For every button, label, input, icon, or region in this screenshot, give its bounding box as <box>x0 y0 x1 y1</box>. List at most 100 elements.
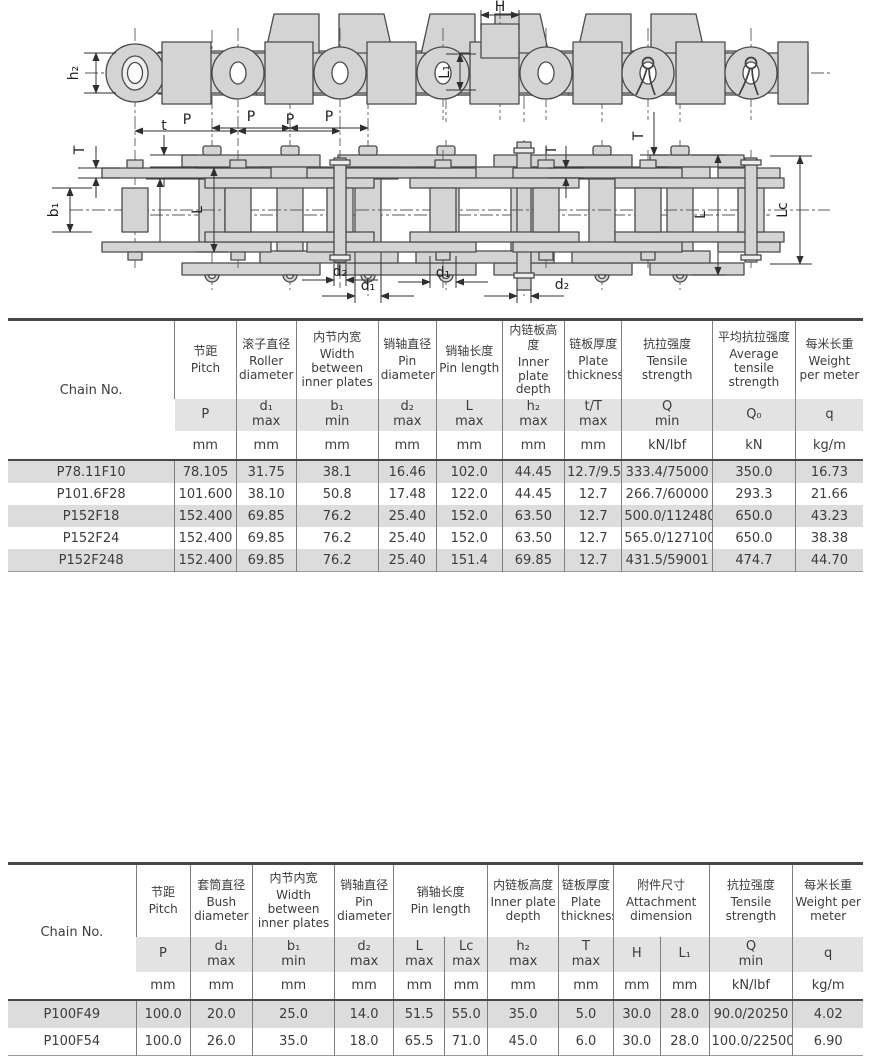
col-qualifier: max <box>519 414 548 429</box>
spec-value-cell: 43.23 <box>794 505 863 527</box>
spec-value-cell: 100.0/22500 <box>708 1028 793 1056</box>
spec-value-cell: 293.3 <box>711 483 796 505</box>
spec-value-cell: 17.48 <box>377 483 437 505</box>
dim-label-t: t <box>161 118 167 134</box>
spec-value-cell: 25.40 <box>377 527 437 549</box>
spec-value-cell: 76.2 <box>295 505 379 527</box>
dim-label-Lc: Lc <box>775 202 791 218</box>
spec-value-cell: 100.0 <box>135 1000 191 1028</box>
col-label-en: Bush diameter <box>194 895 249 923</box>
spec-value-cell: 76.2 <box>295 527 379 549</box>
col-label-en: Pin length <box>410 902 471 917</box>
col-symbol: h₂ <box>526 399 541 415</box>
col-symbol: Q <box>662 399 673 415</box>
spec-value-cell: 650.0 <box>711 505 796 527</box>
col-label-en: Pitch <box>148 902 178 917</box>
spec-value-cell: 28.0 <box>659 1028 710 1056</box>
chain-number-cell: P100F54 <box>43 1034 101 1049</box>
spec-value-cell: 78.105 <box>174 460 237 483</box>
unit-cell: kN/lbf <box>708 972 793 1000</box>
pin-holes <box>121 55 760 91</box>
col-qualifier: max <box>455 414 484 429</box>
spec-value-cell: 350.0 <box>711 460 796 483</box>
spec-value-cell: 65.5 <box>393 1028 445 1056</box>
spec-value-cell: 35.0 <box>487 1000 559 1028</box>
table1-col-roller-diameter: 滚子直径 Roller diameter <box>235 319 297 399</box>
dim-L1: L₁ <box>437 53 476 91</box>
chain-number-cell: P152F24 <box>62 530 120 546</box>
spec-value-cell: 71.0 <box>444 1028 488 1056</box>
col-label-cn: 节距 <box>193 344 218 359</box>
unit-cell: mm <box>252 972 335 1000</box>
col-label-cn: 内链板高度 <box>493 878 554 893</box>
spec-value-cell: 38.1 <box>295 460 379 483</box>
table1-col-pitch: 节距 Pitch <box>174 319 237 399</box>
table1-name-row: Chain No. 节距 Pitch 滚子直径 Roller diameter 内节… <box>8 319 863 460</box>
spec-value-cell: 152.0 <box>435 505 503 527</box>
spec-value-cell: 50.8 <box>295 483 379 505</box>
spec-value-cell: 30.0 <box>612 1000 661 1028</box>
spec-value-cell: 16.73 <box>794 460 863 483</box>
dim-label-d2: d₂ <box>333 264 348 280</box>
table2-col-plate-thickness: 链板厚度 Plate thickness <box>558 863 614 937</box>
col-qualifier: min <box>281 953 306 969</box>
table1-chain-no-header: Chain No. <box>8 319 175 460</box>
table2-col-pitch: 节距 Pitch <box>135 863 191 937</box>
table2-col-pin-diameter: 销轴直径 Pin diameter <box>334 863 394 937</box>
col-symbol: b₁ <box>330 399 344 415</box>
connecting-pins <box>329 157 762 263</box>
table1-col-pin-length: 销轴长度 Pin length <box>435 319 503 399</box>
col-label-en: Pin length <box>439 361 500 376</box>
cotter-clips <box>204 274 688 283</box>
col-label-cn: 销轴直径 <box>383 337 432 352</box>
pin-heads <box>202 145 690 156</box>
col-label-en: Plate thickness <box>567 354 622 382</box>
spec-value-cell: 102.0 <box>435 460 503 483</box>
table-row: P152F18 152.400 69.85 76.2 25.40 152.0 63.50 12… <box>8 505 863 527</box>
col-symbol: d₁ <box>214 938 229 954</box>
col-label-en: Weight per meter <box>795 895 861 923</box>
table2-unit-row: mm mm mm mm mm mm mm mm mm mm kN/lbf kg/… <box>8 972 863 1000</box>
col-symbol: L <box>465 399 473 415</box>
table1-col-plate-thickness: 链板厚度 Plate thickness <box>564 319 622 399</box>
chain-number-cell: P78.11F10 <box>56 464 126 480</box>
col-label-en: Width between inner plates <box>301 347 373 389</box>
dim-d1: d₁ <box>322 251 414 303</box>
col-symbol: q <box>824 946 833 962</box>
table2-name-row: Chain No. 节距 Pitch 套筒直径 Bush diameter 内节内宽… <box>8 863 863 1000</box>
inner-plates <box>204 177 785 243</box>
col-label-cn: 销轴长度 <box>416 885 465 900</box>
spec-value-cell: 44.45 <box>501 460 565 483</box>
col-qualifier: min <box>654 414 680 429</box>
drawing-attachment-chain-with-tab: h₂ P P H L₁ <box>46 0 832 288</box>
unit-cell: kN <box>711 431 796 460</box>
col-label-en: Tensile strength <box>641 354 693 382</box>
table1-col-inner-plate-depth: 内链板高度 Inner plate depth <box>501 319 565 399</box>
spec-value-cell: 28.0 <box>659 1000 710 1028</box>
table1-col-inner-width: 内节内宽 Width between inner plates <box>295 319 379 399</box>
table2-col-pin-length: 销轴长度 Pin length <box>393 863 488 937</box>
symbol-cell: q <box>794 399 863 431</box>
dim-label-L: L <box>190 206 206 214</box>
symbol-cell: q <box>792 937 863 972</box>
col-qualifier: max <box>571 953 601 969</box>
chain-number-cell: P100F49 <box>43 1007 101 1022</box>
spec-value-cell: 333.4/75000 <box>621 460 713 483</box>
table1-header: Chain No. 节距 Pitch 滚子直径 Roller diameter 内节… <box>8 319 863 460</box>
table2-col-inner-plate-depth: 内链板高度 Inner plate depth <box>487 863 559 937</box>
spec-value-cell: 25.40 <box>377 549 437 572</box>
col-label-en: Width between inner plates <box>257 888 330 930</box>
col-label-en: Plate thickness <box>561 895 614 923</box>
dim-label-T: T <box>72 145 88 155</box>
dim-h2: h₂ <box>66 52 116 94</box>
unit-cell: mm <box>501 431 565 460</box>
spec-value-cell: 152.400 <box>174 549 237 572</box>
spec-value-cell: 63.50 <box>501 505 565 527</box>
spec-value-cell: 38.10 <box>235 483 297 505</box>
table2-col-weight: 每米长重 Weight per meter <box>792 863 863 937</box>
spec-value-cell: 20.0 <box>189 1000 253 1028</box>
col-qualifier: min <box>738 953 764 969</box>
table-row: P100F54 100.0 26.0 35.0 18.0 65.5 71.0 45.0 6.0 3… <box>8 1028 863 1056</box>
dim-T-mid: T <box>544 145 584 198</box>
